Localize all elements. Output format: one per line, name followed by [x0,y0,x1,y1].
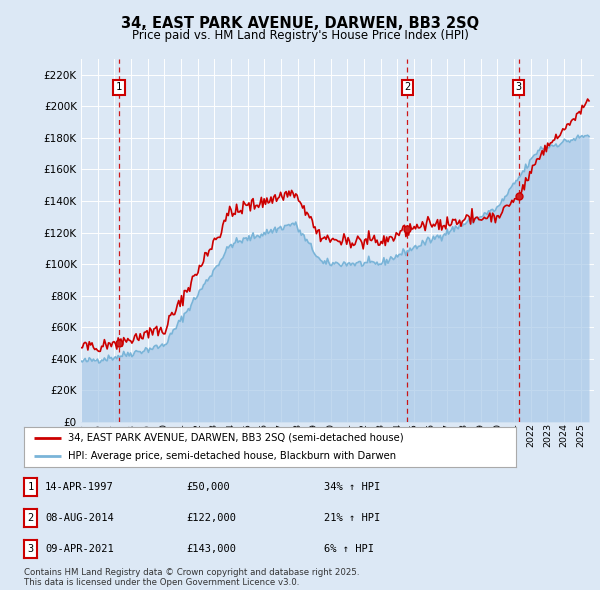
Text: 34, EAST PARK AVENUE, DARWEN, BB3 2SQ (semi-detached house): 34, EAST PARK AVENUE, DARWEN, BB3 2SQ (s… [68,433,404,443]
Text: 3: 3 [515,83,521,93]
Text: 14-APR-1997: 14-APR-1997 [45,482,114,491]
Text: 34, EAST PARK AVENUE, DARWEN, BB3 2SQ: 34, EAST PARK AVENUE, DARWEN, BB3 2SQ [121,16,479,31]
Text: 2: 2 [404,83,410,93]
Text: 1: 1 [116,83,122,93]
Text: £143,000: £143,000 [186,545,236,554]
Text: Price paid vs. HM Land Registry's House Price Index (HPI): Price paid vs. HM Land Registry's House … [131,29,469,42]
Text: Contains HM Land Registry data © Crown copyright and database right 2025.
This d: Contains HM Land Registry data © Crown c… [24,568,359,587]
Text: HPI: Average price, semi-detached house, Blackburn with Darwen: HPI: Average price, semi-detached house,… [68,451,397,461]
Text: £50,000: £50,000 [186,482,230,491]
Text: 6% ↑ HPI: 6% ↑ HPI [324,545,374,554]
Text: 08-AUG-2014: 08-AUG-2014 [45,513,114,523]
Text: 2: 2 [28,513,34,523]
Text: 21% ↑ HPI: 21% ↑ HPI [324,513,380,523]
Text: 34% ↑ HPI: 34% ↑ HPI [324,482,380,491]
Text: 09-APR-2021: 09-APR-2021 [45,545,114,554]
Text: £122,000: £122,000 [186,513,236,523]
Text: 1: 1 [28,482,34,491]
Text: 3: 3 [28,545,34,554]
